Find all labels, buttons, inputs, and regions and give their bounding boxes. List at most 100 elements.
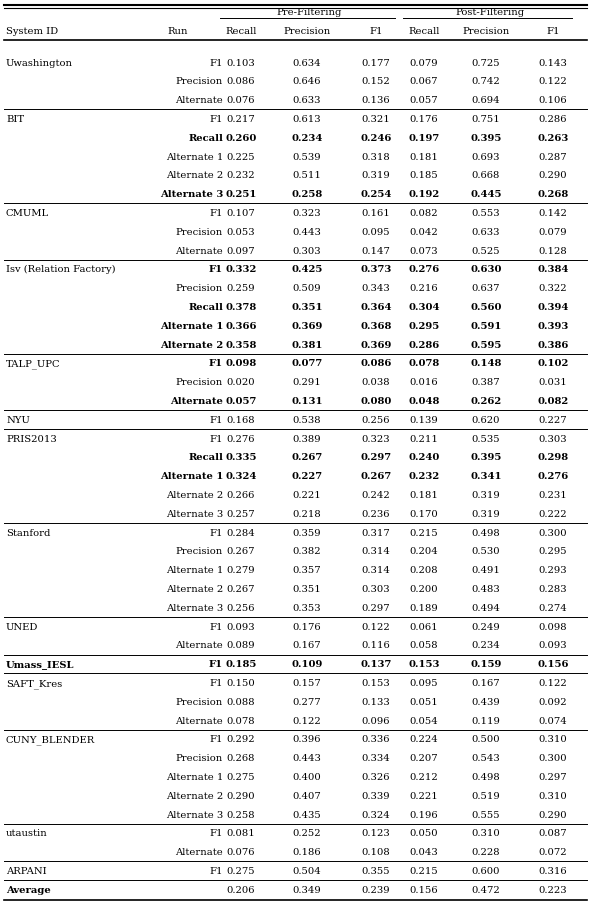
Text: 0.725: 0.725 [472, 58, 501, 67]
Text: 0.425: 0.425 [291, 265, 323, 274]
Text: 0.086: 0.086 [227, 77, 255, 86]
Text: 0.211: 0.211 [410, 435, 439, 443]
Text: 0.082: 0.082 [537, 397, 569, 406]
Text: 0.297: 0.297 [362, 604, 390, 613]
Text: 0.519: 0.519 [472, 792, 501, 801]
Text: F1: F1 [369, 27, 383, 36]
Text: 0.435: 0.435 [293, 811, 322, 820]
Text: 0.122: 0.122 [362, 623, 391, 632]
Text: 0.314: 0.314 [362, 548, 391, 557]
Text: 0.386: 0.386 [537, 340, 569, 350]
Text: 0.108: 0.108 [362, 848, 391, 857]
Text: 0.142: 0.142 [538, 209, 567, 218]
Text: 0.122: 0.122 [293, 716, 322, 725]
Text: 0.396: 0.396 [293, 735, 322, 745]
Text: 0.300: 0.300 [538, 528, 567, 538]
Text: 0.236: 0.236 [362, 509, 390, 518]
Text: 0.318: 0.318 [362, 153, 391, 162]
Text: 0.353: 0.353 [293, 604, 322, 613]
Text: PRIS2013: PRIS2013 [6, 435, 57, 443]
Text: 0.525: 0.525 [472, 247, 501, 255]
Text: F1: F1 [209, 735, 223, 745]
Text: F1: F1 [209, 416, 223, 425]
Text: 0.222: 0.222 [538, 509, 567, 518]
Text: Stanford: Stanford [6, 528, 50, 538]
Text: 0.369: 0.369 [291, 321, 323, 331]
Text: 0.290: 0.290 [538, 811, 567, 820]
Text: 0.139: 0.139 [410, 416, 439, 425]
Text: 0.634: 0.634 [293, 58, 322, 67]
Text: 0.156: 0.156 [410, 885, 439, 894]
Text: 0.240: 0.240 [408, 453, 440, 462]
Text: 0.389: 0.389 [293, 435, 322, 443]
Text: 0.185: 0.185 [225, 660, 256, 669]
Text: 0.286: 0.286 [408, 340, 440, 350]
Text: 0.242: 0.242 [362, 491, 391, 500]
Text: Isv (Relation Factory): Isv (Relation Factory) [6, 265, 116, 274]
Text: 0.074: 0.074 [538, 716, 567, 725]
Text: 0.351: 0.351 [291, 303, 323, 312]
Text: 0.122: 0.122 [538, 77, 567, 86]
Text: Recall: Recall [225, 27, 256, 36]
Text: 0.276: 0.276 [537, 472, 569, 481]
Text: 0.472: 0.472 [472, 885, 501, 894]
Text: 0.078: 0.078 [227, 716, 255, 725]
Text: 0.128: 0.128 [538, 247, 567, 255]
Text: 0.152: 0.152 [362, 77, 391, 86]
Text: 0.500: 0.500 [472, 735, 501, 745]
Text: 0.078: 0.078 [408, 360, 440, 369]
Text: 0.509: 0.509 [293, 284, 322, 293]
Text: 0.276: 0.276 [227, 435, 255, 443]
Text: 0.693: 0.693 [472, 153, 500, 162]
Text: 0.227: 0.227 [538, 416, 567, 425]
Text: 0.498: 0.498 [472, 773, 501, 782]
Text: 0.256: 0.256 [362, 416, 390, 425]
Text: 0.093: 0.093 [227, 623, 255, 632]
Text: Umass_IESL: Umass_IESL [6, 660, 74, 669]
Text: Recall: Recall [188, 133, 223, 143]
Text: 0.279: 0.279 [227, 566, 255, 575]
Text: 0.366: 0.366 [225, 321, 256, 331]
Text: 0.321: 0.321 [362, 115, 391, 123]
Text: 0.089: 0.089 [227, 641, 255, 650]
Text: 0.168: 0.168 [227, 416, 255, 425]
Text: 0.303: 0.303 [538, 435, 567, 443]
Text: F1: F1 [209, 623, 223, 632]
Text: 0.694: 0.694 [472, 96, 501, 105]
Text: 0.086: 0.086 [361, 360, 392, 369]
Text: 0.196: 0.196 [410, 811, 439, 820]
Text: 0.591: 0.591 [470, 321, 502, 331]
Text: 0.103: 0.103 [226, 58, 255, 67]
Text: 0.192: 0.192 [408, 190, 440, 199]
Text: Average: Average [6, 885, 51, 894]
Text: 0.221: 0.221 [293, 491, 322, 500]
Text: 0.051: 0.051 [410, 697, 439, 706]
Text: 0.254: 0.254 [361, 190, 392, 199]
Text: 0.443: 0.443 [293, 755, 322, 763]
Text: 0.159: 0.159 [470, 660, 502, 669]
Text: 0.310: 0.310 [538, 792, 567, 801]
Text: Alternate: Alternate [176, 848, 223, 857]
Text: 0.295: 0.295 [408, 321, 440, 331]
Text: 0.751: 0.751 [472, 115, 501, 123]
Text: F1: F1 [546, 27, 560, 36]
Text: 0.262: 0.262 [470, 397, 502, 406]
Text: 0.150: 0.150 [226, 679, 255, 688]
Text: 0.358: 0.358 [225, 340, 256, 350]
Text: Alternate: Alternate [176, 716, 223, 725]
Text: F1: F1 [209, 209, 223, 218]
Text: F1: F1 [209, 829, 223, 838]
Text: Precision: Precision [176, 284, 223, 293]
Text: 0.323: 0.323 [362, 435, 390, 443]
Text: 0.204: 0.204 [410, 548, 439, 557]
Text: 0.076: 0.076 [227, 848, 255, 857]
Text: 0.095: 0.095 [410, 679, 439, 688]
Text: 0.538: 0.538 [293, 416, 322, 425]
Text: 0.215: 0.215 [410, 867, 439, 876]
Text: 0.076: 0.076 [227, 96, 255, 105]
Text: 0.543: 0.543 [472, 755, 501, 763]
Text: SAFT_Kres: SAFT_Kres [6, 679, 62, 688]
Text: 0.384: 0.384 [537, 265, 569, 274]
Text: 0.080: 0.080 [361, 397, 392, 406]
Text: 0.267: 0.267 [291, 453, 323, 462]
